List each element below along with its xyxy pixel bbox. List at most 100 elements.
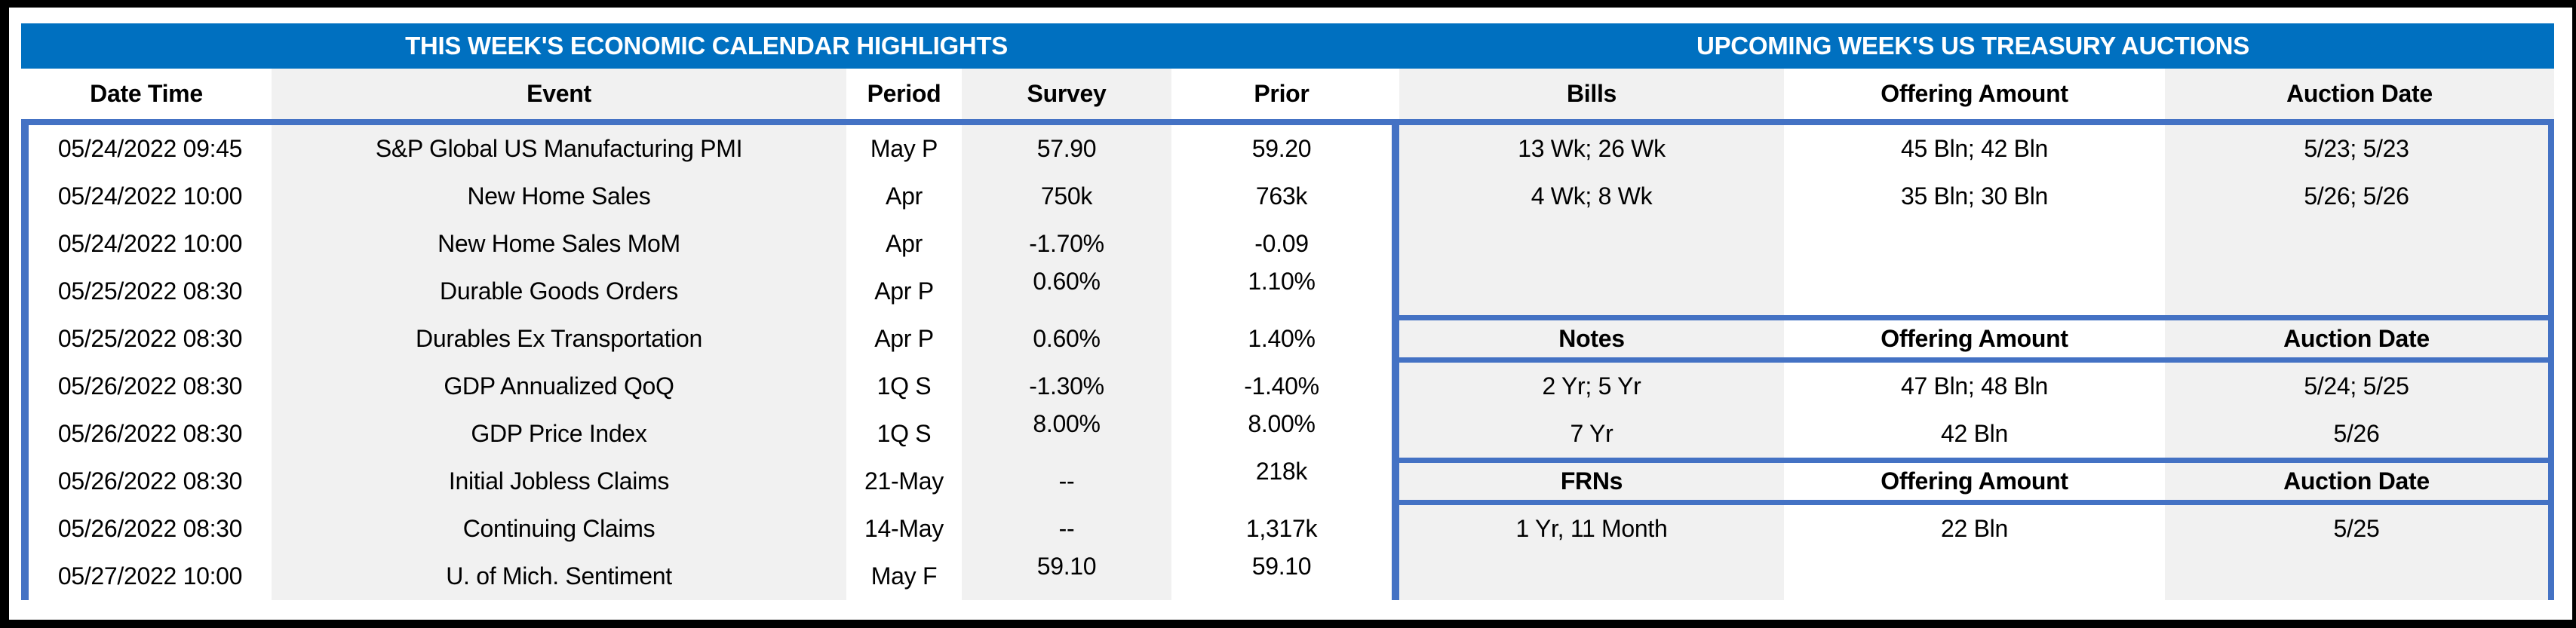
header-period: Period <box>846 69 962 119</box>
security-cell: 4 Wk; 8 Wk <box>1399 173 1784 220</box>
header-gap <box>1392 69 1399 119</box>
calendar-row: 05/27/2022 10:00 U. of Mich. Sentiment M… <box>29 553 1392 600</box>
event-cell: S&P Global US Manufacturing PMI <box>272 125 846 173</box>
header-bills: Bills <box>1399 69 1784 119</box>
event-cell: GDP Price Index <box>272 410 846 458</box>
offering-cell: 22 Bln <box>1784 505 2165 553</box>
calendar-row: 05/25/2022 08:30 Durables Ex Transportat… <box>29 315 1392 363</box>
header-divider-line <box>21 119 2554 125</box>
header-prior: Prior <box>1171 69 1392 119</box>
period-cell: Apr <box>846 220 962 268</box>
empty-row <box>1399 553 2548 600</box>
survey-cell: -1.70% <box>962 220 1171 268</box>
header-offering-amount: Offering Amount <box>1784 463 2165 500</box>
header-survey: Survey <box>962 69 1171 119</box>
date-cell: 05/26/2022 08:30 <box>29 410 272 458</box>
offering-cell: 35 Bln; 30 Bln <box>1784 173 2165 220</box>
empty-row <box>1399 268 2548 315</box>
date-cell: 05/25/2022 08:30 <box>29 315 272 363</box>
calendar-title: THIS WEEK'S ECONOMIC CALENDAR HIGHLIGHTS <box>405 32 1008 60</box>
period-cell: May F <box>846 553 962 600</box>
event-cell: Durable Goods Orders <box>272 268 846 315</box>
period-cell: May P <box>846 125 962 173</box>
event-cell: New Home Sales <box>272 173 846 220</box>
survey-cell: -- <box>962 458 1171 505</box>
event-cell: Durables Ex Transportation <box>272 315 846 363</box>
date-cell: 05/24/2022 10:00 <box>29 220 272 268</box>
auction-date-cell: 5/23; 5/23 <box>2165 125 2548 173</box>
prior-cell: 59.10 <box>1251 553 1312 580</box>
calendar-row: 05/26/2022 08:30 Initial Jobless Claims … <box>29 458 1392 505</box>
notes-row: 7 Yr 42 Bln 5/26 <box>1399 410 2548 458</box>
bills-row: 13 Wk; 26 Wk 45 Bln; 42 Bln 5/23; 5/23 <box>1399 125 2548 173</box>
prior-cell: 1.40% <box>1171 315 1392 363</box>
survey-cell: 8.00% <box>1033 410 1101 437</box>
period-cell: Apr <box>846 173 962 220</box>
header-offering-amount: Offering Amount <box>1784 69 2165 119</box>
calendar-row: 05/26/2022 08:30 GDP Annualized QoQ 1Q S… <box>29 363 1392 410</box>
prior-cell: 1,317k <box>1171 505 1392 553</box>
header-auction-date: Auction Date <box>2165 320 2548 357</box>
auction-date-cell: 5/26; 5/26 <box>2165 173 2548 220</box>
event-cell: U. of Mich. Sentiment <box>272 553 846 600</box>
survey-cell: 0.60% <box>962 315 1171 363</box>
event-cell: New Home Sales MoM <box>272 220 846 268</box>
bills-row: 4 Wk; 8 Wk 35 Bln; 30 Bln 5/26; 5/26 <box>1399 173 2548 220</box>
calendar-row: 05/24/2022 10:00 New Home Sales MoM Apr … <box>29 220 1392 268</box>
offering-cell: 42 Bln <box>1784 410 2165 458</box>
prior-cell: 218k <box>1255 458 1308 485</box>
date-cell: 05/27/2022 10:00 <box>29 553 272 600</box>
security-cell: 1 Yr, 11 Month <box>1399 505 1784 553</box>
header-offering-amount: Offering Amount <box>1784 320 2165 357</box>
survey-cell: 59.10 <box>1036 553 1097 580</box>
period-cell: 21-May <box>846 458 962 505</box>
survey-cell: 57.90 <box>962 125 1171 173</box>
period-cell: 1Q S <box>846 410 962 458</box>
period-cell: Apr P <box>846 268 962 315</box>
notes-row: 2 Yr; 5 Yr 47 Bln; 48 Bln 5/24; 5/25 <box>1399 363 2548 410</box>
calendar-row: 05/24/2022 10:00 New Home Sales Apr 750k… <box>29 173 1392 220</box>
treasury-auctions-table: 13 Wk; 26 Wk 45 Bln; 42 Bln 5/23; 5/23 4… <box>1392 125 2554 600</box>
tables-body: 05/24/2022 09:45 S&P Global US Manufactu… <box>21 125 2554 600</box>
weekly-report-tables: THIS WEEK'S ECONOMIC CALENDAR HIGHLIGHTS… <box>21 23 2554 606</box>
survey-cell: -- <box>962 505 1171 553</box>
auction-date-cell: 5/24; 5/25 <box>2165 363 2548 410</box>
header-auction-date: Auction Date <box>2165 463 2548 500</box>
auctions-title: UPCOMING WEEK'S US TREASURY AUCTIONS <box>1696 32 2249 60</box>
frns-row: 1 Yr, 11 Month 22 Bln 5/25 <box>1399 505 2548 553</box>
security-cell: 7 Yr <box>1399 410 1784 458</box>
event-cell: Continuing Claims <box>272 505 846 553</box>
date-cell: 05/26/2022 08:30 <box>29 458 272 505</box>
calendar-row: 05/26/2022 08:30 Continuing Claims 14-Ma… <box>29 505 1392 553</box>
frns-header-row: FRNs Offering Amount Auction Date <box>1399 458 2548 505</box>
column-header-row: Date Time Event Period Survey Prior Bill… <box>21 69 2554 119</box>
date-cell: 05/26/2022 08:30 <box>29 505 272 553</box>
auction-date-cell: 5/26 <box>2165 410 2548 458</box>
prior-cell: 8.00% <box>1248 410 1316 437</box>
survey-cell: -1.30% <box>962 363 1171 410</box>
event-cell: Initial Jobless Claims <box>272 458 846 505</box>
prior-cell: 763k <box>1171 173 1392 220</box>
date-cell: 05/24/2022 09:45 <box>29 125 272 173</box>
header-event: Event <box>272 69 846 119</box>
title-bar: THIS WEEK'S ECONOMIC CALENDAR HIGHLIGHTS… <box>21 23 2554 69</box>
header-auction-date: Auction Date <box>2165 69 2554 119</box>
prior-cell: 1.10% <box>1248 268 1316 295</box>
date-cell: 05/26/2022 08:30 <box>29 363 272 410</box>
header-date-time: Date Time <box>21 69 272 119</box>
offering-cell: 47 Bln; 48 Bln <box>1784 363 2165 410</box>
security-cell: 13 Wk; 26 Wk <box>1399 125 1784 173</box>
period-cell: 14-May <box>846 505 962 553</box>
calendar-row: 05/26/2022 08:30 GDP Price Index 1Q S 8.… <box>29 410 1392 458</box>
period-cell: Apr P <box>846 315 962 363</box>
calendar-row: 05/25/2022 08:30 Durable Goods Orders Ap… <box>29 268 1392 315</box>
offering-cell: 45 Bln; 42 Bln <box>1784 125 2165 173</box>
prior-cell: 59.20 <box>1171 125 1392 173</box>
prior-cell: -0.09 <box>1171 220 1392 268</box>
date-cell: 05/24/2022 10:00 <box>29 173 272 220</box>
event-cell: GDP Annualized QoQ <box>272 363 846 410</box>
notes-header-row: Notes Offering Amount Auction Date <box>1399 315 2548 363</box>
security-cell: 2 Yr; 5 Yr <box>1399 363 1784 410</box>
auction-date-cell: 5/25 <box>2165 505 2548 553</box>
